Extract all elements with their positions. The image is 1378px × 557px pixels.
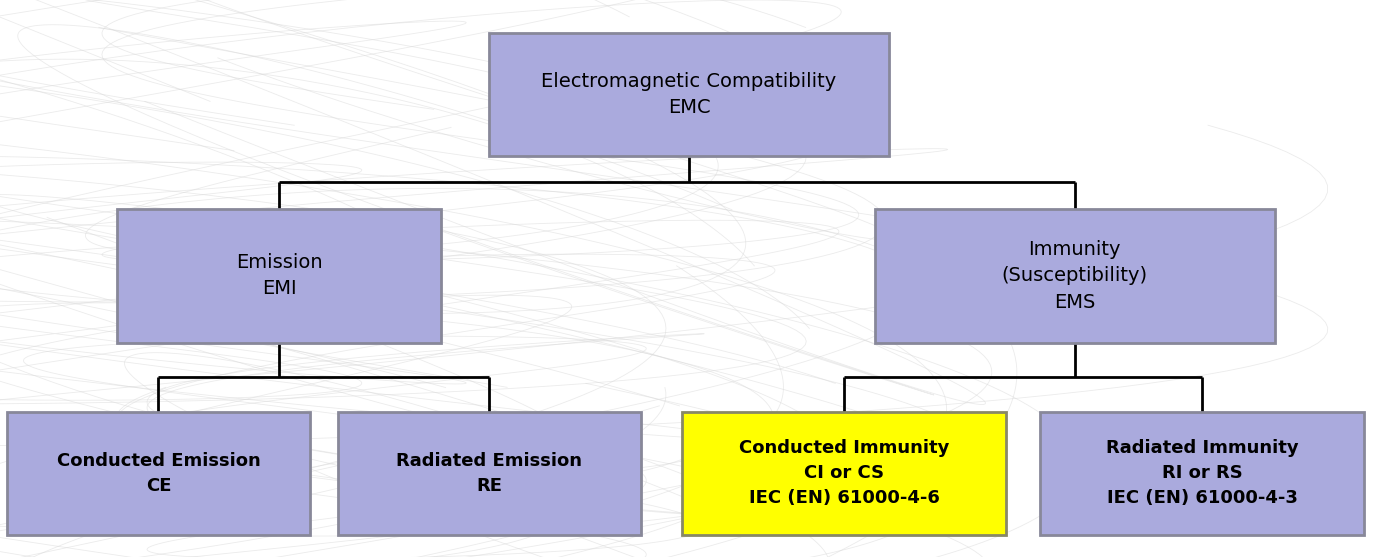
Text: Emission
EMI: Emission EMI [236, 253, 322, 299]
Text: Conducted Immunity
CI or CS
IEC (EN) 61000-4-6: Conducted Immunity CI or CS IEC (EN) 610… [739, 439, 949, 507]
FancyBboxPatch shape [7, 412, 310, 535]
FancyBboxPatch shape [1040, 412, 1364, 535]
FancyBboxPatch shape [875, 209, 1275, 343]
FancyBboxPatch shape [489, 33, 889, 156]
Text: Radiated Immunity
RI or RS
IEC (EN) 61000-4-3: Radiated Immunity RI or RS IEC (EN) 6100… [1107, 439, 1298, 507]
Text: Conducted Emission
CE: Conducted Emission CE [56, 452, 260, 495]
FancyBboxPatch shape [682, 412, 1006, 535]
FancyBboxPatch shape [338, 412, 641, 535]
Text: Radiated Emission
RE: Radiated Emission RE [397, 452, 582, 495]
FancyBboxPatch shape [117, 209, 441, 343]
Text: Electromagnetic Compatibility
EMC: Electromagnetic Compatibility EMC [542, 72, 836, 118]
Text: Immunity
(Susceptibility)
EMS: Immunity (Susceptibility) EMS [1002, 240, 1148, 312]
